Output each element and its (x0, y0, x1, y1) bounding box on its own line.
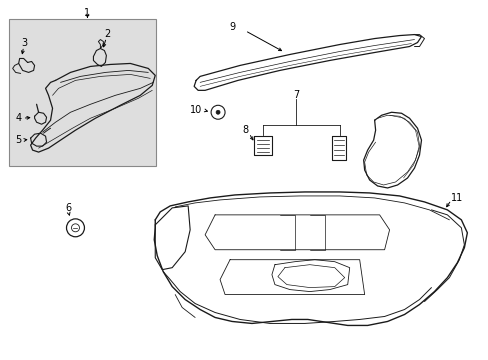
FancyBboxPatch shape (9, 19, 156, 166)
Circle shape (216, 110, 220, 114)
Text: 6: 6 (65, 203, 71, 213)
Text: 2: 2 (104, 28, 110, 39)
Text: 9: 9 (228, 22, 235, 32)
Text: 4: 4 (16, 113, 21, 123)
Text: 1: 1 (84, 8, 90, 18)
Text: 8: 8 (242, 125, 247, 135)
Text: 3: 3 (21, 37, 28, 48)
Text: 5: 5 (16, 135, 22, 145)
Text: 11: 11 (450, 193, 463, 203)
Text: 7: 7 (292, 90, 298, 100)
Text: 10: 10 (190, 105, 202, 115)
